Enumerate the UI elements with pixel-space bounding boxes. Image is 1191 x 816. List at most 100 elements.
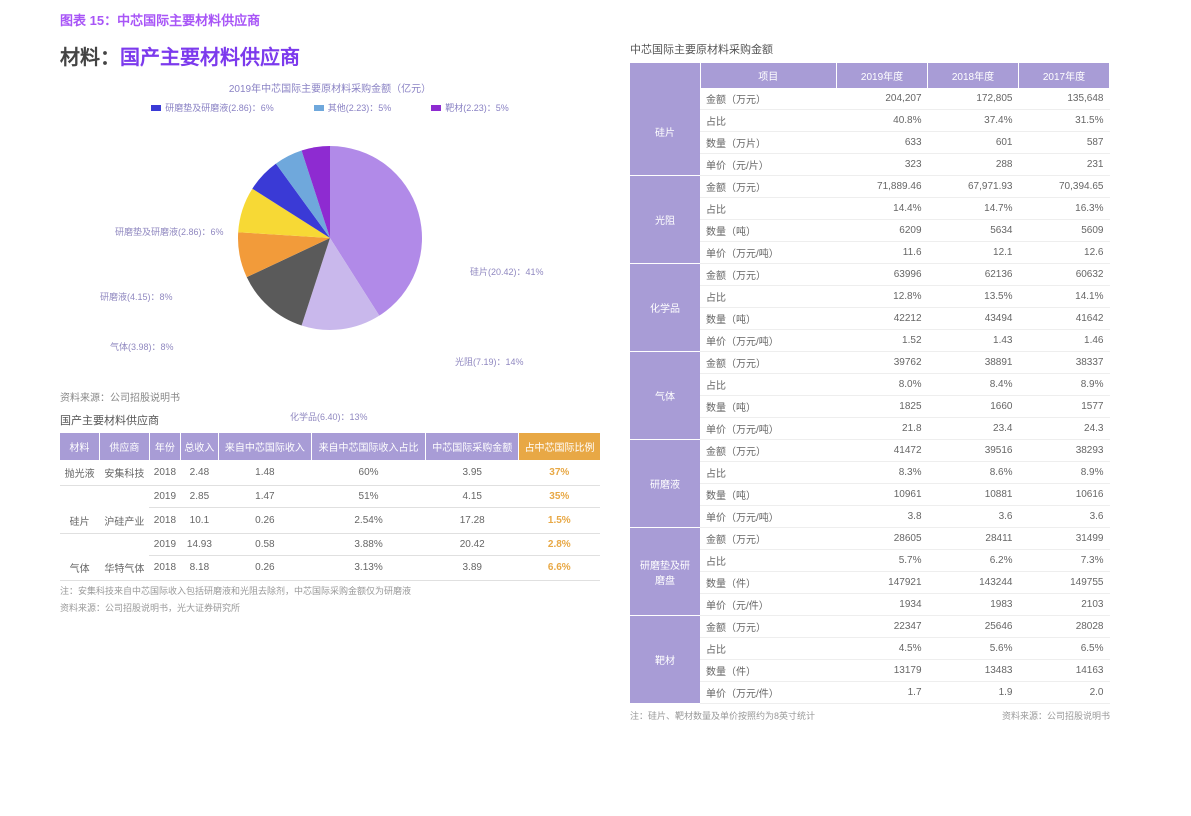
section-title-main: 国产主要材料供应商: [120, 47, 300, 69]
value-cell: 1983: [928, 594, 1019, 616]
value-cell: 8.4%: [928, 374, 1019, 396]
table-row: 化学品金额（万元）639966213660632: [630, 264, 1110, 286]
supplier-table: 材料供应商年份总收入来自中芯国际收入来自中芯国际收入占比中芯国际采购金额占中芯国…: [60, 433, 600, 581]
table-cell: 安集科技: [99, 460, 149, 486]
value-cell: 633: [837, 132, 928, 154]
value-cell: 3.8: [837, 506, 928, 528]
purchase-note-right: 资料来源：公司招股说明书: [1002, 709, 1110, 722]
table-row: 数量（吨）422124349441642: [630, 308, 1110, 330]
value-cell: 6209: [837, 220, 928, 242]
table-cell: 8.18: [180, 555, 218, 581]
value-cell: 22347: [837, 616, 928, 638]
value-cell: 1.43: [928, 330, 1019, 352]
value-cell: 231: [1019, 154, 1110, 176]
value-cell: 23.4: [928, 418, 1019, 440]
value-cell: 149755: [1019, 572, 1110, 594]
metric-cell: 占比: [700, 286, 837, 308]
table-row: 占比40.8%37.4%31.5%: [630, 110, 1110, 132]
metric-cell: 占比: [700, 462, 837, 484]
supplier-th: 来自中芯国际收入: [219, 433, 312, 460]
table-row: 单价（元/件）193419832103: [630, 594, 1110, 616]
supplier-table-body: 抛光液安集科技20182.481.4860%3.9537%20192.851.4…: [60, 460, 600, 581]
value-cell: 31499: [1019, 528, 1110, 550]
table-row: 占比8.3%8.6%8.9%: [630, 462, 1110, 484]
metric-cell: 单价（万元/件）: [700, 682, 837, 704]
purchase-table-body: 硅片金额（万元）204,207172,805135,648占比40.8%37.4…: [630, 88, 1110, 704]
metric-cell: 数量（万片）: [700, 132, 837, 154]
legend-item: 研磨垫及研磨液(2.86)：6%: [151, 101, 274, 114]
value-cell: 587: [1019, 132, 1110, 154]
table-row: 数量（万片）633601587: [630, 132, 1110, 154]
value-cell: 67,971.93: [928, 176, 1019, 198]
metric-cell: 单价（万元/吨）: [700, 242, 837, 264]
table-cell: 沪硅产业: [99, 508, 149, 534]
legend-item: 其他(2.23)：5%: [314, 101, 392, 114]
left-column: 材料：国产主要材料供应商 2019年中芯国际主要原材料采购金额（亿元） 研磨垫及…: [60, 41, 600, 722]
main-layout: 材料：国产主要材料供应商 2019年中芯国际主要原材料采购金额（亿元） 研磨垫及…: [60, 41, 1131, 722]
supplier-th: 总收入: [180, 433, 218, 460]
value-cell: 13483: [928, 660, 1019, 682]
value-cell: 10616: [1019, 484, 1110, 506]
value-cell: 172,805: [928, 88, 1019, 110]
metric-cell: 金额（万元）: [700, 352, 837, 374]
metric-cell: 金额（万元）: [700, 528, 837, 550]
value-cell: 4.5%: [837, 638, 928, 660]
table-cell: 0.58: [219, 533, 312, 555]
table-cell: 2018: [149, 555, 180, 581]
metric-cell: 数量（吨）: [700, 484, 837, 506]
table-cell: 3.13%: [311, 555, 426, 581]
metric-cell: 占比: [700, 550, 837, 572]
purchase-table: 项目2019年度2018年度2017年度 硅片金额（万元）204,207172,…: [630, 63, 1110, 704]
value-cell: 14.4%: [837, 198, 928, 220]
supplier-th: 材料: [60, 433, 99, 460]
supplier-th: 中芯国际采购金额: [426, 433, 519, 460]
table-cell: 51%: [311, 486, 426, 508]
pie-source: 资料来源：公司招股说明书: [60, 389, 600, 404]
metric-cell: 单价（万元/吨）: [700, 418, 837, 440]
value-cell: 38293: [1019, 440, 1110, 462]
pie-legend: 研磨垫及研磨液(2.86)：6%其他(2.23)：5%靶材(2.23)：5%: [60, 101, 600, 114]
value-cell: 5634: [928, 220, 1019, 242]
table-row: 占比12.8%13.5%14.1%: [630, 286, 1110, 308]
metric-cell: 占比: [700, 110, 837, 132]
pie-slice-label: 光阻(7.19)：14%: [455, 355, 524, 368]
value-cell: 21.8: [837, 418, 928, 440]
table-cell: 4.15: [426, 486, 519, 508]
value-cell: 41642: [1019, 308, 1110, 330]
value-cell: 3.6: [928, 506, 1019, 528]
value-cell: 38337: [1019, 352, 1110, 374]
table-row: 20192.851.4751%4.1535%: [60, 486, 600, 508]
table-cell: 硅片: [60, 508, 99, 534]
purchase-category-cell: 光阻: [630, 176, 700, 264]
value-cell: 2.0: [1019, 682, 1110, 704]
metric-cell: 占比: [700, 198, 837, 220]
value-cell: 204,207: [837, 88, 928, 110]
value-cell: 5.6%: [928, 638, 1019, 660]
pie-slice-label: 研磨垫及研磨液(2.86)：6%: [115, 225, 224, 238]
table-row: 占比5.7%6.2%7.3%: [630, 550, 1110, 572]
value-cell: 5609: [1019, 220, 1110, 242]
value-cell: 10881: [928, 484, 1019, 506]
value-cell: 42212: [837, 308, 928, 330]
value-cell: 1577: [1019, 396, 1110, 418]
value-cell: 60632: [1019, 264, 1110, 286]
value-cell: 12.8%: [837, 286, 928, 308]
metric-cell: 数量（吨）: [700, 396, 837, 418]
table-cell: 2019: [149, 486, 180, 508]
value-cell: 24.3: [1019, 418, 1110, 440]
table-cell: 1.5%: [519, 508, 600, 534]
table-cell: 35%: [519, 486, 600, 508]
figure-caption: 图表 15：中芯国际主要材料供应商: [60, 10, 1131, 29]
value-cell: 12.6: [1019, 242, 1110, 264]
section-title: 材料：国产主要材料供应商: [60, 41, 600, 70]
table-row: 抛光液安集科技20182.481.4860%3.9537%: [60, 460, 600, 486]
metric-cell: 数量（吨）: [700, 308, 837, 330]
value-cell: 1.52: [837, 330, 928, 352]
table-cell: 10.1: [180, 508, 218, 534]
value-cell: 1934: [837, 594, 928, 616]
supplier-note-1: 注：安集科技来自中芯国际收入包括研磨液和光阻去除剂，中芯国际采购金额仅为研磨液: [60, 585, 600, 598]
supplier-table-header: 材料供应商年份总收入来自中芯国际收入来自中芯国际收入占比中芯国际采购金额占中芯国…: [60, 433, 600, 460]
value-cell: 135,648: [1019, 88, 1110, 110]
value-cell: 13179: [837, 660, 928, 682]
table-cell: 气体: [60, 555, 99, 581]
